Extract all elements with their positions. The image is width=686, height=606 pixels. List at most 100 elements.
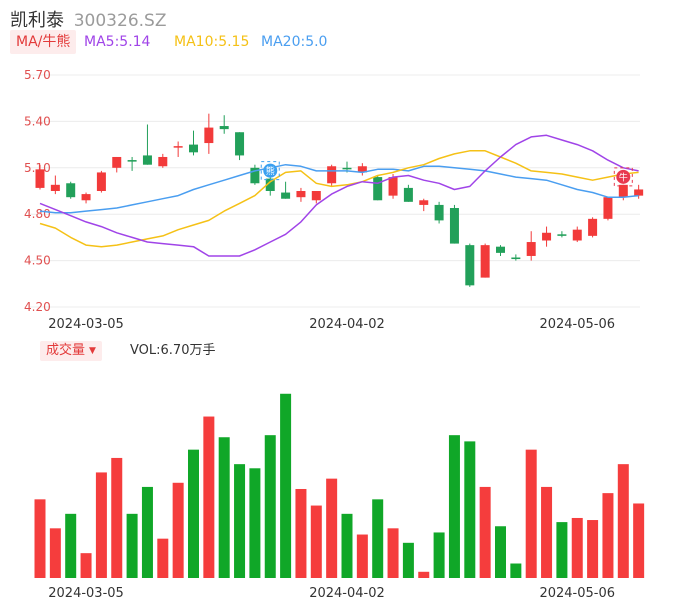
candle-down bbox=[250, 164, 260, 185]
candle-body bbox=[588, 218, 598, 236]
candle-up bbox=[357, 163, 367, 176]
volume-bar-up bbox=[203, 416, 215, 578]
ma10-line bbox=[39, 150, 639, 248]
volume-bar-up bbox=[111, 457, 123, 578]
candle-down bbox=[511, 254, 521, 261]
candle-body bbox=[96, 172, 106, 191]
volume-x-tick-label: 2024-03-05 bbox=[48, 586, 124, 601]
candle-body bbox=[311, 191, 321, 201]
ma5-legend: MA5:5.14 bbox=[84, 34, 151, 50]
volume-bar-up bbox=[326, 478, 338, 578]
stock-code: 300326.SZ bbox=[73, 11, 167, 31]
volume-bar-down bbox=[126, 513, 138, 578]
signal-frame bbox=[613, 167, 633, 187]
candle-up bbox=[588, 217, 598, 238]
candle-body bbox=[557, 234, 567, 236]
candle-body bbox=[158, 156, 168, 167]
candle-up bbox=[419, 198, 429, 212]
volume-bar-down bbox=[218, 437, 230, 578]
volume-bar-down bbox=[510, 563, 522, 578]
candle-body bbox=[388, 177, 398, 196]
volume-bar-down bbox=[234, 464, 246, 578]
candle-body bbox=[50, 184, 60, 191]
volume-bar-up bbox=[34, 499, 46, 578]
bear-signal-icon: 熊 bbox=[260, 161, 280, 181]
candle-up bbox=[158, 153, 168, 168]
candle-down bbox=[373, 175, 383, 201]
volume-bar-down bbox=[188, 449, 199, 578]
ma20-line bbox=[39, 163, 639, 214]
candle-up bbox=[50, 175, 60, 195]
ma20-legend: MA20:5.0 bbox=[261, 34, 328, 50]
candle-body bbox=[373, 177, 383, 201]
price-y-axis: 5.705.405.104.804.504.20 bbox=[24, 68, 51, 314]
signal-badge bbox=[263, 163, 278, 178]
candle-body bbox=[127, 160, 137, 162]
volume-bar-down bbox=[141, 486, 153, 578]
volume-bar-up bbox=[295, 488, 307, 578]
candle-down bbox=[496, 245, 505, 256]
volume-bar-up bbox=[633, 503, 645, 578]
candle-up bbox=[480, 243, 490, 278]
candle-body bbox=[296, 191, 306, 198]
candle-down bbox=[557, 231, 567, 238]
candle-up bbox=[618, 184, 628, 201]
ma10-legend: MA10:5.15 bbox=[174, 34, 250, 50]
candle-body bbox=[342, 167, 352, 170]
candle-up bbox=[542, 226, 552, 247]
candle-down bbox=[403, 184, 413, 202]
candle-down bbox=[219, 115, 229, 134]
candle-down bbox=[189, 130, 198, 156]
candle-down bbox=[235, 132, 245, 161]
candle-down bbox=[142, 124, 152, 165]
candle-body bbox=[219, 126, 229, 130]
ma-indicator-toggle[interactable]: MA/牛熊 bbox=[10, 30, 77, 54]
volume-bar-down bbox=[249, 468, 261, 578]
candle-down bbox=[66, 181, 76, 199]
candle-body bbox=[511, 257, 521, 260]
volume-bar-down bbox=[372, 499, 384, 578]
caret-down-icon: ▼ bbox=[89, 346, 96, 356]
candle-body bbox=[81, 194, 91, 201]
price-y-tick-label: 5.40 bbox=[24, 114, 51, 128]
stock-name: 凯利泰 bbox=[10, 10, 64, 31]
candlestick-series bbox=[35, 113, 644, 287]
volume-bar-up bbox=[49, 528, 61, 578]
volume-bar-down bbox=[448, 435, 460, 578]
candle-body bbox=[173, 146, 183, 148]
candle-body bbox=[265, 178, 275, 191]
volume-x-axis: 2024-03-05 2024-04-02 2024-05-06 bbox=[48, 586, 615, 601]
candle-body bbox=[403, 187, 413, 202]
candle-body bbox=[357, 166, 367, 173]
volume-bar-down bbox=[556, 522, 568, 578]
volume-bar-up bbox=[356, 534, 368, 578]
candle-body bbox=[634, 189, 644, 196]
candle-body bbox=[542, 232, 552, 241]
signal-label: 熊 bbox=[266, 165, 275, 177]
candle-up bbox=[634, 184, 644, 199]
price-x-tick-label: 2024-03-05 bbox=[48, 317, 124, 332]
candle-body bbox=[434, 204, 444, 221]
volume-bar-up bbox=[387, 528, 399, 578]
candle-up bbox=[388, 173, 398, 199]
candle-down bbox=[465, 243, 475, 287]
stock-title: 凯利泰 300326.SZ bbox=[10, 6, 166, 32]
candle-up bbox=[96, 170, 106, 193]
volume-bar-down bbox=[433, 532, 445, 578]
volume-bar-up bbox=[617, 464, 629, 578]
volume-bar-up bbox=[587, 520, 599, 578]
volume-indicator-dropdown[interactable]: 成交量 ▼ bbox=[40, 341, 102, 361]
price-x-tick-label: 2024-04-02 bbox=[309, 317, 385, 332]
volume-x-tick-label: 2024-04-02 bbox=[309, 586, 385, 601]
candle-body bbox=[35, 169, 45, 188]
candle-body bbox=[449, 208, 459, 244]
candle-body bbox=[572, 229, 582, 241]
moving-average-lines bbox=[39, 134, 639, 257]
volume-bar-down bbox=[65, 513, 77, 578]
candle-body bbox=[142, 155, 152, 165]
volume-indicator-label: 成交量 bbox=[46, 343, 86, 358]
candle-body bbox=[465, 245, 475, 286]
candle-body bbox=[235, 132, 245, 156]
volume-bar-down bbox=[495, 526, 506, 578]
